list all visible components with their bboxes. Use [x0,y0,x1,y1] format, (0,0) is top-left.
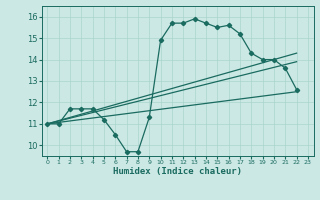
X-axis label: Humidex (Indice chaleur): Humidex (Indice chaleur) [113,167,242,176]
